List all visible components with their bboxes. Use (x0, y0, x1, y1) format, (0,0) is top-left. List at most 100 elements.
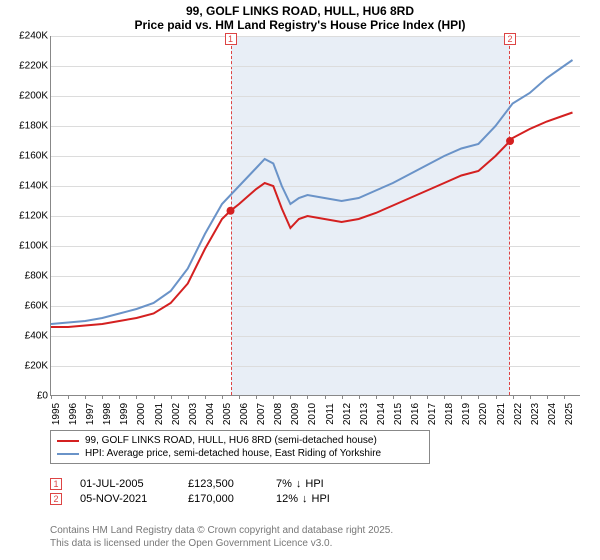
x-axis-label: 2017 (427, 403, 438, 425)
legend-item: 99, GOLF LINKS ROAD, HULL, HU6 8RD (semi… (57, 434, 423, 447)
x-axis-label: 2007 (256, 403, 267, 425)
y-axis-label: £160K (19, 151, 48, 162)
x-tick (119, 395, 120, 399)
x-axis-label: 2009 (290, 403, 301, 425)
x-axis-label: 2008 (273, 403, 284, 425)
event-row: 101-JUL-2005£123,5007%↓HPI (50, 478, 330, 490)
x-axis-label: 2018 (444, 403, 455, 425)
y-axis-label: £180K (19, 121, 48, 132)
chart-marker: 2 (504, 33, 516, 45)
x-axis-label: 2013 (359, 403, 370, 425)
x-tick (85, 395, 86, 399)
sale-point (506, 137, 514, 145)
arrow-down-icon: ↓ (296, 478, 302, 490)
x-axis-label: 2014 (376, 403, 387, 425)
legend-swatch (57, 453, 79, 455)
legend-label: 99, GOLF LINKS ROAD, HULL, HU6 8RD (semi… (85, 435, 377, 446)
x-tick (393, 395, 394, 399)
event-diff-pct: 7% (276, 478, 292, 490)
y-axis-label: £200K (19, 91, 48, 102)
x-tick (427, 395, 428, 399)
x-tick (359, 395, 360, 399)
x-tick (547, 395, 548, 399)
y-axis-label: £120K (19, 211, 48, 222)
x-axis-label: 2015 (393, 403, 404, 425)
x-tick (51, 395, 52, 399)
title-address: 99, GOLF LINKS ROAD, HULL, HU6 8RD (0, 4, 600, 18)
x-axis-label: 2000 (136, 403, 147, 425)
x-tick (273, 395, 274, 399)
x-tick (478, 395, 479, 399)
x-tick (307, 395, 308, 399)
x-axis-label: 1995 (51, 403, 62, 425)
legend-item: HPI: Average price, semi-detached house,… (57, 447, 423, 460)
event-price: £123,500 (188, 478, 258, 490)
sale-point (227, 207, 235, 215)
x-axis-label: 2006 (239, 403, 250, 425)
x-tick (513, 395, 514, 399)
x-axis-label: 1997 (85, 403, 96, 425)
x-tick (461, 395, 462, 399)
x-axis-label: 2021 (496, 403, 507, 425)
event-diff-label: HPI (305, 478, 323, 490)
series-hpi (51, 60, 573, 324)
x-tick (102, 395, 103, 399)
x-axis-label: 1999 (119, 403, 130, 425)
footnote-line2: This data is licensed under the Open Gov… (50, 538, 570, 551)
y-axis-label: £0 (37, 391, 48, 402)
chart-marker: 1 (225, 33, 237, 45)
event-diff-pct: 12% (276, 493, 298, 505)
events-table: 101-JUL-2005£123,5007%↓HPI205-NOV-2021£1… (50, 475, 330, 508)
x-tick (444, 395, 445, 399)
y-axis-label: £80K (25, 271, 48, 282)
event-diff-label: HPI (312, 493, 330, 505)
x-tick (256, 395, 257, 399)
x-axis-label: 1998 (102, 403, 113, 425)
y-axis-label: £140K (19, 181, 48, 192)
event-diff: 12% ↓ HPI (276, 493, 330, 505)
chart-plot-area: 12£0£20K£40K£60K£80K£100K£120K£140K£160K… (50, 36, 580, 396)
x-tick (136, 395, 137, 399)
x-tick (410, 395, 411, 399)
x-axis-label: 2002 (171, 403, 182, 425)
x-tick (564, 395, 565, 399)
event-date: 05-NOV-2021 (80, 493, 170, 505)
event-diff: 7% ↓HPI (276, 478, 324, 490)
x-tick (342, 395, 343, 399)
legend-swatch (57, 440, 79, 442)
x-tick (171, 395, 172, 399)
event-row: 2 05-NOV-2021 £170,000 12% ↓ HPI (50, 493, 330, 505)
x-tick (205, 395, 206, 399)
x-axis-label: 2003 (188, 403, 199, 425)
x-axis-label: 2010 (307, 403, 318, 425)
x-tick (325, 395, 326, 399)
x-tick (496, 395, 497, 399)
x-axis-label: 2012 (342, 403, 353, 425)
x-axis-label: 2001 (154, 403, 165, 425)
chart-title-block: 99, GOLF LINKS ROAD, HULL, HU6 8RD Price… (0, 0, 600, 34)
x-tick (188, 395, 189, 399)
y-axis-label: £60K (25, 301, 48, 312)
x-axis-label: 2023 (530, 403, 541, 425)
arrow-down-icon: ↓ (302, 493, 308, 505)
x-tick (290, 395, 291, 399)
x-axis-label: 2016 (410, 403, 421, 425)
footnote: Contains HM Land Registry data © Crown c… (50, 525, 570, 550)
y-axis-label: £100K (19, 241, 48, 252)
x-axis-label: 2025 (564, 403, 575, 425)
footnote-line1: Contains HM Land Registry data © Crown c… (50, 525, 570, 538)
x-tick (154, 395, 155, 399)
event-marker: 2 (50, 493, 62, 505)
x-tick (376, 395, 377, 399)
legend-label: HPI: Average price, semi-detached house,… (85, 448, 381, 459)
y-axis-label: £220K (19, 61, 48, 72)
x-tick (222, 395, 223, 399)
x-axis-label: 2004 (205, 403, 216, 425)
event-marker: 1 (50, 478, 62, 490)
x-axis-label: 1996 (68, 403, 79, 425)
x-axis-label: 2011 (325, 403, 336, 425)
x-axis-label: 2019 (461, 403, 472, 425)
series-price_paid (51, 113, 573, 328)
event-price: £170,000 (188, 493, 258, 505)
x-axis-label: 2020 (478, 403, 489, 425)
